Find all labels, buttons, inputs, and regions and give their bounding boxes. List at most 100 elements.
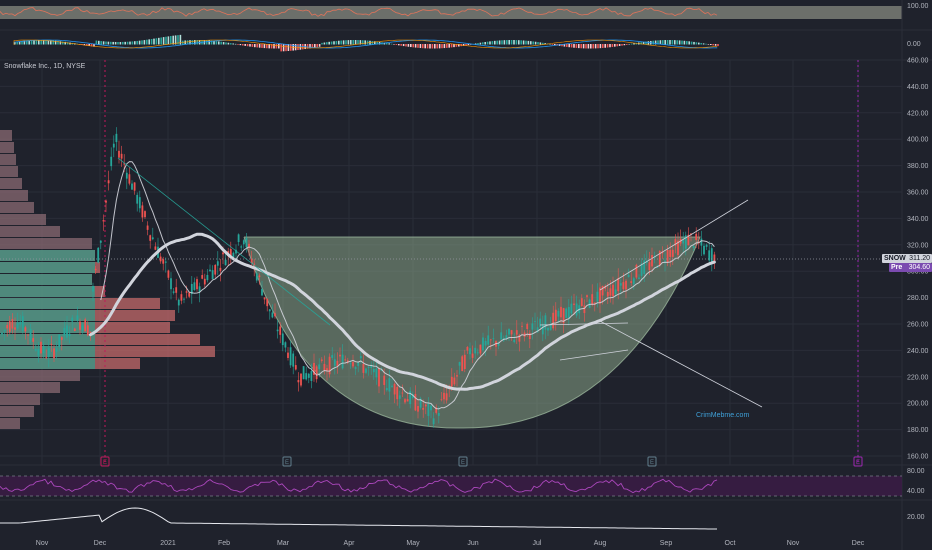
candle-body: [557, 310, 560, 317]
volume-profile-bar: [0, 370, 80, 381]
candle-body: [258, 275, 261, 278]
histogram-bar: [508, 40, 510, 45]
candle-body: [279, 326, 282, 335]
histogram-bar: [282, 44, 285, 52]
histogram-bar: [299, 44, 302, 50]
candle-body: [144, 211, 146, 218]
histogram-bar: [88, 44, 90, 47]
candle-body: [45, 357, 48, 359]
candle-body: [50, 343, 53, 345]
price-tick-label: 220.00: [907, 374, 929, 381]
histogram-bar: [568, 44, 570, 48]
histogram-bar: [659, 40, 662, 45]
histogram-bar: [136, 40, 138, 45]
candle-body: [105, 200, 107, 203]
time-axis[interactable]: Nov Dec 2021 Feb Mar Apr May Jun Jul Aug Sep Oct Nov…: [36, 540, 865, 547]
candle-body: [469, 348, 471, 355]
candle-body: [34, 349, 37, 351]
candle-body: [687, 234, 690, 246]
histogram-bar: [227, 42, 230, 45]
candle-body: [388, 378, 391, 392]
histogram-bar: [150, 38, 153, 45]
candle-body: [443, 392, 445, 400]
price-tick-label: 280.00: [907, 295, 929, 302]
histogram-bar: [345, 40, 347, 45]
downtrend-line: [117, 157, 331, 326]
candle-body: [151, 237, 154, 240]
histogram-bar: [246, 44, 249, 47]
histogram-bar: [232, 43, 234, 45]
candle-body: [14, 327, 16, 330]
candle-body: [339, 354, 341, 357]
histogram-bar: [537, 42, 539, 45]
histogram-bar: [230, 43, 232, 45]
candle-body: [326, 368, 328, 371]
volume-profile-bar: [0, 394, 40, 405]
histogram-bar: [122, 41, 124, 45]
candle-body: [357, 362, 360, 366]
candle-body: [219, 267, 222, 271]
candle-body: [536, 327, 539, 333]
candle-body: [185, 291, 188, 293]
candle-body: [183, 298, 185, 300]
earnings-marker[interactable]: [647, 456, 657, 467]
histogram-bar: [482, 42, 484, 45]
histogram-bar: [609, 44, 611, 48]
histogram-bar: [165, 36, 167, 45]
earnings-marker[interactable]: [458, 456, 468, 467]
histogram-bar: [64, 41, 66, 45]
time-tick-label: Jul: [533, 540, 542, 547]
histogram-bar: [491, 41, 494, 45]
histogram-bar: [522, 40, 525, 45]
candle-body: [55, 348, 58, 352]
candle-body: [508, 329, 510, 335]
candle-body: [115, 133, 118, 143]
histogram-bar: [374, 41, 376, 45]
histogram-bar: [426, 44, 429, 49]
candle-body: [63, 327, 66, 336]
histogram-bar: [506, 40, 508, 45]
histogram-bar: [69, 42, 71, 45]
earnings-marker[interactable]: [853, 456, 863, 467]
earnings-marker[interactable]: [100, 456, 110, 467]
histogram-bar: [350, 40, 352, 45]
candle-body: [287, 352, 289, 358]
candle-body: [266, 298, 269, 307]
candle-body: [159, 256, 162, 262]
candle-body: [422, 407, 425, 410]
candle-body: [570, 303, 573, 314]
candle-body: [674, 239, 677, 246]
candle-body: [318, 364, 321, 370]
candle-body: [458, 362, 461, 366]
histogram-bar: [666, 40, 669, 45]
earnings-marker[interactable]: [282, 456, 292, 467]
histogram-bar: [688, 41, 690, 45]
moving-average-short: [100, 161, 715, 410]
histogram-bar: [616, 44, 618, 47]
histogram-bar: [105, 41, 107, 45]
histogram-bar: [400, 44, 402, 46]
candle-body: [313, 362, 315, 375]
histogram-bar: [141, 40, 143, 45]
candle-body: [521, 325, 523, 327]
histogram-bar: [474, 43, 477, 45]
histogram-bar: [674, 40, 676, 45]
histogram-bar: [434, 44, 436, 49]
price-axis[interactable]: 460.00 440.00 420.00 400.00 380.00 360.00 340.…: [907, 3, 929, 521]
candle-body: [695, 233, 698, 240]
histogram-bar: [467, 44, 470, 46]
candle-body: [333, 359, 336, 366]
candle-body: [383, 375, 386, 385]
candle-body: [107, 180, 110, 184]
histogram-bar: [383, 42, 386, 45]
histogram-bar: [273, 44, 275, 49]
histogram-bar: [35, 40, 38, 45]
time-tick-label: 2021: [160, 540, 176, 547]
candle-body: [328, 356, 331, 375]
histogram-bar: [563, 44, 566, 47]
candle-body: [240, 246, 243, 248]
candle-body: [365, 368, 367, 373]
histogram-bar: [503, 40, 506, 45]
time-tick-label: Mar: [277, 540, 290, 547]
candle-body: [37, 349, 40, 356]
